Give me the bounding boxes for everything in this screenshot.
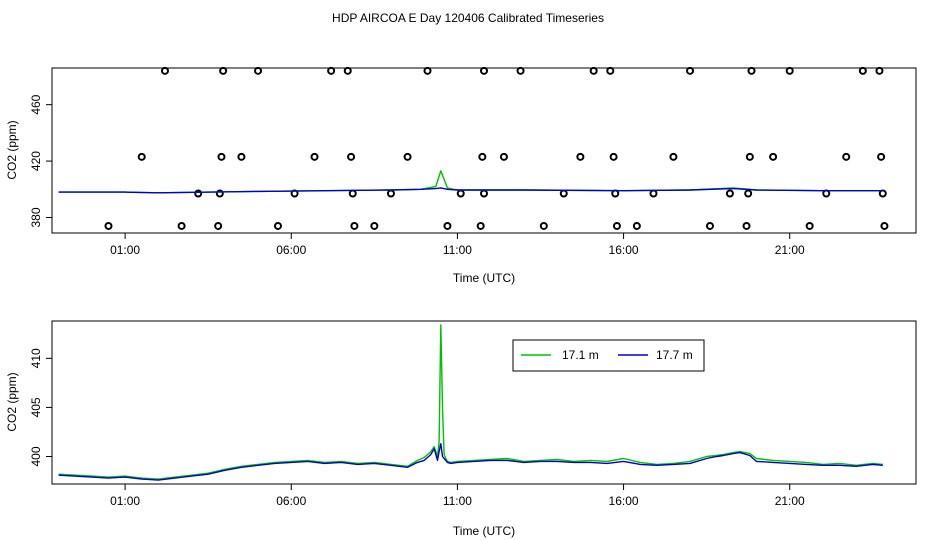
data-point: [649, 189, 658, 198]
data-point: [516, 66, 525, 75]
data-point: [744, 189, 753, 198]
data-point: [539, 221, 548, 230]
legend-label-17-7m: 17.7 m: [656, 348, 693, 362]
data-point: [194, 189, 203, 198]
data-point: [576, 152, 585, 161]
legend-label-17-1m: 17.1 m: [562, 348, 599, 362]
x-tick-label: 16:00: [609, 494, 639, 508]
data-point: [611, 189, 620, 198]
data-point: [499, 152, 508, 161]
bottom-panel-line: 01:00 06:00 11:00 16:00 21:00 400 405 410 Time …: [5, 320, 917, 538]
y-tick-label: 420: [29, 151, 43, 171]
data-point: [609, 152, 618, 161]
data-point: [612, 221, 621, 230]
data-point: [480, 189, 488, 198]
bottom-x-axis-label: Time (UTC): [453, 524, 515, 538]
data-point: [559, 189, 568, 198]
bottom-y-axis-label: CO2 (ppm): [5, 372, 19, 431]
data-point: [370, 221, 379, 230]
data-point: [476, 221, 485, 230]
data-point: [742, 221, 751, 230]
y-tick-label: 380: [29, 207, 43, 227]
data-point: [177, 221, 186, 230]
data-point: [877, 152, 886, 161]
y-tick-label: 405: [29, 397, 43, 417]
x-tick-label: 21:00: [775, 494, 805, 508]
top-x-axis-label: Time (UTC): [453, 271, 515, 285]
data-point: [478, 152, 487, 161]
x-tick-label: 06:00: [276, 494, 306, 508]
bottom-plot-frame: [51, 320, 917, 485]
data-point: [769, 152, 778, 161]
data-point: [219, 66, 228, 75]
data-point: [237, 152, 246, 161]
top-axis-ticks: 01:00 06:00 11:00 16:00 21:00 380 420 460: [29, 94, 805, 257]
legend: 17.1 m 17.7 m: [512, 339, 705, 372]
x-tick-label: 11:00: [443, 243, 472, 257]
data-point: [669, 152, 678, 161]
data-point: [686, 66, 695, 75]
data-point: [785, 66, 794, 75]
x-tick-label: 06:00: [276, 243, 306, 257]
data-point: [443, 221, 452, 230]
data-point: [273, 221, 282, 230]
data-point: [878, 189, 887, 198]
x-tick-label: 16:00: [609, 243, 639, 257]
x-tick-label: 21:00: [775, 243, 805, 257]
y-tick-label: 400: [29, 446, 43, 466]
x-tick-label: 11:00: [443, 494, 472, 508]
data-point: [606, 66, 615, 75]
series-line-17-7-m: [58, 443, 883, 481]
data-point: [254, 66, 263, 75]
data-point: [747, 66, 756, 75]
data-point: [805, 221, 814, 230]
data-point: [745, 152, 754, 161]
data-point: [215, 189, 224, 198]
data-point: [160, 66, 169, 75]
data-point: [137, 152, 146, 161]
data-point: [858, 66, 867, 75]
x-tick-label: 01:00: [110, 494, 140, 508]
y-tick-label: 460: [29, 94, 43, 114]
data-point: [456, 189, 465, 198]
y-tick-label: 410: [29, 348, 43, 368]
data-point: [214, 221, 223, 230]
data-point: [632, 221, 641, 230]
bottom-plot-marks: [58, 324, 883, 481]
series-line-2: [58, 187, 883, 194]
data-point: [217, 152, 226, 161]
bottom-axis-ticks: 01:00 06:00 11:00 16:00 21:00 400 405 410: [29, 348, 805, 508]
figure-title: HDP AIRCOA E Day 120406 Calibrated Times…: [332, 11, 604, 25]
data-point: [423, 66, 432, 75]
data-point: [327, 66, 336, 75]
data-point: [822, 189, 831, 198]
data-point: [386, 189, 395, 198]
data-point: [725, 189, 734, 198]
data-point: [343, 66, 352, 75]
top-y-axis-label: CO2 (ppm): [5, 120, 19, 179]
top-plot-frame: [51, 67, 917, 234]
data-point: [705, 221, 714, 230]
series-line-17-1-m: [58, 324, 883, 480]
data-point: [842, 152, 851, 161]
data-point: [480, 66, 488, 75]
top-plot-marks: [58, 66, 889, 230]
data-point: [104, 221, 113, 230]
data-point: [350, 221, 359, 230]
data-point: [347, 152, 356, 161]
data-point: [880, 221, 889, 230]
data-point: [403, 152, 412, 161]
data-point: [589, 66, 598, 75]
data-point: [310, 152, 319, 161]
x-tick-label: 01:00: [110, 243, 140, 257]
data-point: [875, 66, 884, 75]
data-point: [348, 189, 357, 198]
top-panel-scatter: 01:00 06:00 11:00 16:00 21:00 380 420 460 Time …: [5, 66, 917, 285]
